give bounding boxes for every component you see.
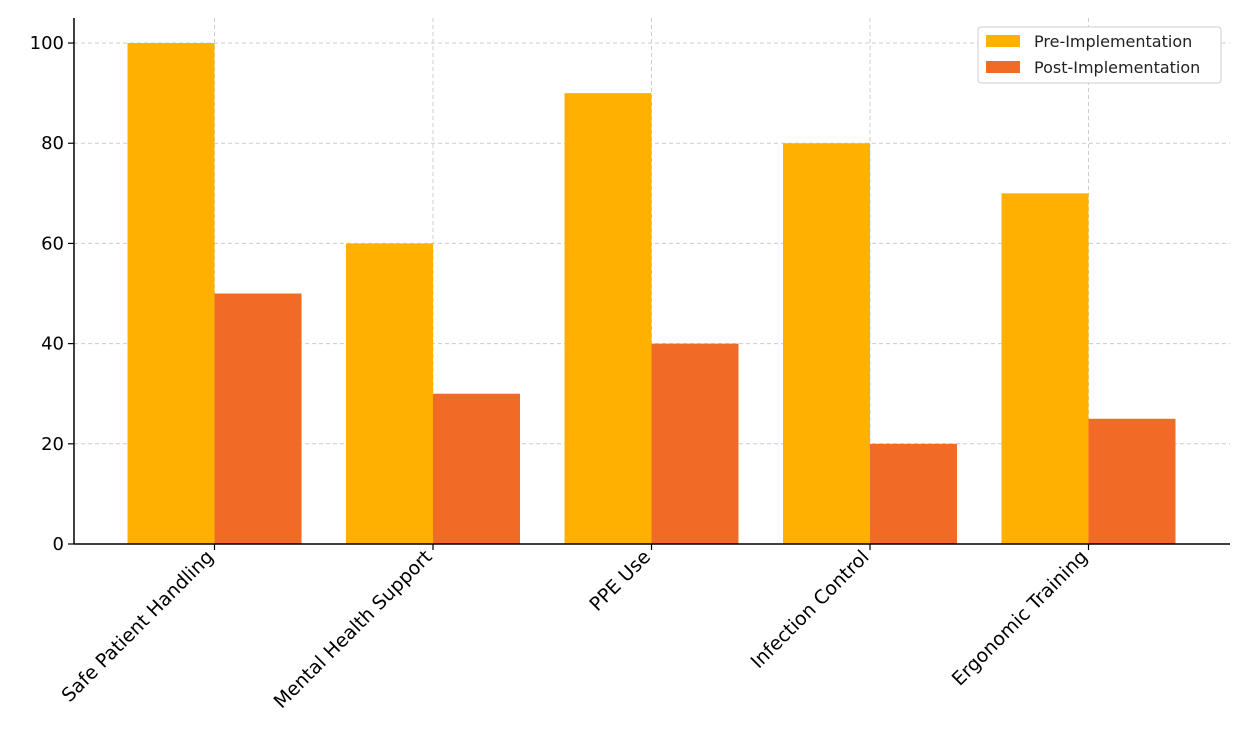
legend-swatch-pre [986,35,1020,47]
x-ticks: Safe Patient Handling Mental Health Suppo… [58,544,1092,713]
legend-label-pre: Pre-Implementation [1034,32,1192,51]
x-tick-label: Mental Health Support [270,546,437,713]
x-tick-label: Ergonomic Training [948,546,1092,690]
y-tick-label: 80 [41,133,64,154]
bar-post-implementation [433,393,520,544]
legend: Pre-Implementation Post-Implementation [977,26,1222,84]
bar-pre-implementation [1001,193,1089,545]
x-tick-label: PPE Use [585,546,655,616]
bar-pre-implementation [346,243,433,544]
bar-pre-implementation [127,43,215,545]
bar-post-implementation [1088,418,1176,544]
y-ticks: 0 20 40 60 80 100 [30,33,74,555]
y-tick-label: 60 [41,233,64,254]
legend-box [977,26,1222,84]
y-tick-label: 20 [41,434,64,455]
x-tick-label: Infection Control [747,546,874,673]
y-tick-label: 40 [41,334,64,355]
y-tick-label: 100 [30,33,64,54]
bar-pre-implementation [564,93,652,545]
bar-post-implementation [214,293,302,544]
bars [127,43,1176,545]
legend-swatch-post [986,61,1020,73]
y-tick-label: 0 [53,534,64,555]
legend-label-post: Post-Implementation [1034,58,1200,77]
bar-post-implementation [651,343,739,544]
bar-post-implementation [870,443,957,544]
x-tick-label: Safe Patient Handling [58,546,219,707]
bar-pre-implementation [783,143,870,544]
